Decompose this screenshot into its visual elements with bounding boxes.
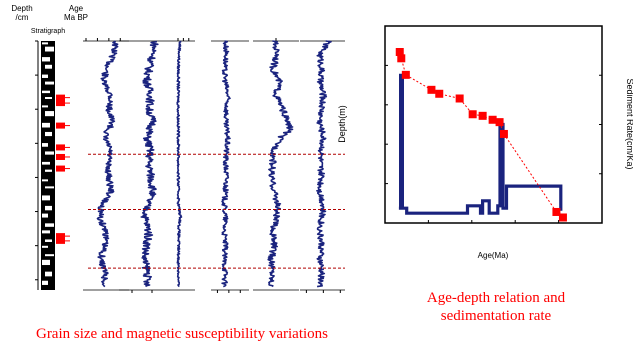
stratigraph-light-band <box>42 280 48 285</box>
depth-axis <box>35 40 39 290</box>
depth-axis-label-line2: /cm <box>16 13 29 22</box>
panel <box>83 38 129 291</box>
age-depth-marker <box>495 118 504 127</box>
x-axis-label: Age(Ma) <box>478 251 509 260</box>
age-depth-line <box>399 51 564 218</box>
stratigraph-fill <box>41 41 55 290</box>
age-depth-marker <box>455 94 464 103</box>
stratigraph-light-band <box>45 271 52 277</box>
panel-profile-line <box>176 40 183 288</box>
right-chart: Age(Ma) Depth(m) Sediment Rate(cm/Ka) <box>337 25 633 260</box>
age-depth-marker <box>397 54 406 63</box>
stratigraphic-column <box>41 41 55 290</box>
proxy-panels <box>83 38 345 293</box>
stratigraph-light-band <box>45 131 52 137</box>
age-marker <box>56 100 65 107</box>
stratigraph-light-band <box>42 161 50 165</box>
stratigraph-light-band <box>42 74 48 78</box>
age-depth-marker <box>499 129 508 138</box>
stratigraph-light-band <box>45 223 54 227</box>
right-caption-line2: sedimentation rate <box>441 308 552 324</box>
stratigraph-light-band <box>45 205 52 211</box>
stratigraph-light-band <box>42 179 48 182</box>
stratigraph-light-band <box>42 90 50 94</box>
age-marker <box>56 237 65 244</box>
stratigraph-light-band <box>45 46 54 52</box>
panel-profile-line <box>96 40 119 288</box>
stratigraph-light-band <box>42 42 48 45</box>
stratigraph-light-band <box>42 259 50 266</box>
stratigraph-light-band <box>45 97 52 100</box>
age-marker <box>56 233 65 240</box>
sediment-rate-line <box>398 73 563 215</box>
panel <box>211 40 249 293</box>
stratigraph-light-band <box>42 57 50 62</box>
stratigraph-light-band <box>45 169 52 172</box>
stratigraph-light-band <box>45 151 54 155</box>
right-plot-frame <box>384 25 603 224</box>
panel <box>300 40 345 293</box>
stratigraph-label: Stratigraph <box>31 28 65 35</box>
panel-profile-line <box>316 40 332 288</box>
age-depth-marker <box>427 85 436 94</box>
panel-profile-line <box>267 40 294 288</box>
stratigraph-light-band <box>42 245 48 248</box>
stratigraph-light-band <box>42 105 48 108</box>
y-axis-label: Depth(m) <box>337 105 347 143</box>
stratigraph-light-band <box>42 230 50 234</box>
right-axes <box>384 25 603 224</box>
depth-axis-label-line1: Depth <box>11 4 32 13</box>
stratigraph-light-band <box>42 122 50 128</box>
age-depth-marker <box>468 110 477 119</box>
stratigraph-light-band <box>42 213 48 218</box>
left-chart: Depth /cm Stratigraph Age Ma BP <box>11 4 345 293</box>
age-marker <box>56 94 65 101</box>
stratigraph-light-band <box>45 81 54 85</box>
stratigraph-light-band <box>42 143 48 147</box>
age-marker <box>56 144 65 151</box>
stratigraph-light-band <box>45 239 52 242</box>
stratigraph-light-band <box>45 254 54 257</box>
stratigraph-light-band <box>45 111 54 117</box>
stratigraph-light-band <box>45 186 54 189</box>
right-caption-line1: Age-depth relation and <box>427 290 566 306</box>
age-depth-marker <box>401 70 410 79</box>
age-depth-marker <box>552 207 561 216</box>
age-marker <box>56 165 65 172</box>
panel-profile-line <box>140 40 159 288</box>
panel <box>253 38 299 291</box>
left-caption: Grain size and magnetic susceptibility v… <box>36 326 328 342</box>
y2-axis-label: Sediment Rate(cm/Ka) <box>625 78 633 169</box>
stratigraph-light-band <box>42 195 50 201</box>
age-marker <box>56 153 65 160</box>
age-header-line2: Ma BP <box>64 13 88 22</box>
panel-profile-line <box>221 40 231 288</box>
age-markers <box>56 94 70 244</box>
unit-boundaries <box>88 153 345 269</box>
age-depth-marker <box>395 48 404 57</box>
age-depth-marker <box>478 111 487 120</box>
panel <box>119 40 175 293</box>
right-series <box>395 48 567 222</box>
panel <box>175 38 195 291</box>
age-header-line1: Age <box>69 4 84 13</box>
age-depth-marker <box>558 213 567 222</box>
age-depth-marker <box>435 89 444 98</box>
age-marker <box>56 122 65 129</box>
age-depth-marker <box>488 115 497 124</box>
stratigraph-light-band <box>45 64 52 69</box>
